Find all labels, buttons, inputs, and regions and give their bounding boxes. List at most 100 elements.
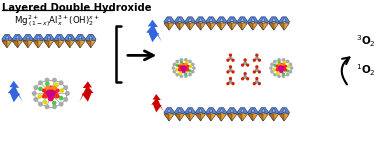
- Circle shape: [244, 59, 246, 61]
- Polygon shape: [199, 17, 203, 21]
- Polygon shape: [164, 114, 174, 121]
- Polygon shape: [279, 23, 290, 30]
- Circle shape: [276, 69, 278, 71]
- Circle shape: [227, 83, 229, 85]
- Circle shape: [229, 54, 231, 56]
- Polygon shape: [175, 114, 180, 121]
- Circle shape: [290, 63, 292, 65]
- Polygon shape: [227, 108, 237, 114]
- Circle shape: [179, 68, 182, 71]
- Circle shape: [190, 65, 192, 67]
- Polygon shape: [65, 41, 75, 48]
- Polygon shape: [164, 108, 175, 114]
- Circle shape: [43, 89, 45, 92]
- Circle shape: [180, 75, 183, 77]
- Polygon shape: [279, 114, 284, 121]
- Polygon shape: [227, 114, 237, 121]
- Polygon shape: [279, 108, 290, 114]
- Polygon shape: [282, 108, 286, 112]
- Circle shape: [172, 67, 174, 69]
- Polygon shape: [216, 17, 227, 23]
- Circle shape: [229, 66, 231, 68]
- Polygon shape: [75, 41, 80, 48]
- Polygon shape: [23, 41, 33, 48]
- Polygon shape: [220, 17, 223, 21]
- Polygon shape: [195, 23, 206, 30]
- Circle shape: [276, 65, 278, 67]
- Circle shape: [282, 75, 285, 77]
- Polygon shape: [279, 17, 290, 23]
- Circle shape: [189, 60, 191, 62]
- Circle shape: [45, 78, 49, 82]
- Circle shape: [285, 69, 287, 71]
- Polygon shape: [258, 23, 268, 30]
- Polygon shape: [164, 23, 169, 30]
- Circle shape: [280, 64, 283, 66]
- Polygon shape: [174, 108, 185, 114]
- Circle shape: [256, 57, 258, 60]
- Polygon shape: [85, 34, 96, 41]
- Circle shape: [271, 71, 273, 73]
- Circle shape: [64, 86, 68, 89]
- Polygon shape: [54, 34, 65, 41]
- Polygon shape: [54, 41, 59, 48]
- Circle shape: [227, 59, 229, 61]
- Text: Layered Double Hydroxide: Layered Double Hydroxide: [2, 3, 152, 13]
- Polygon shape: [216, 114, 222, 121]
- Polygon shape: [188, 17, 192, 21]
- Polygon shape: [86, 41, 96, 48]
- Circle shape: [259, 71, 260, 73]
- Circle shape: [39, 81, 42, 84]
- Polygon shape: [185, 17, 195, 23]
- Polygon shape: [75, 41, 85, 48]
- Polygon shape: [23, 34, 33, 41]
- Polygon shape: [269, 114, 274, 121]
- Polygon shape: [240, 17, 244, 21]
- Circle shape: [232, 83, 234, 85]
- Polygon shape: [268, 108, 279, 114]
- Circle shape: [51, 86, 56, 91]
- Polygon shape: [33, 41, 43, 48]
- Polygon shape: [175, 23, 185, 30]
- Polygon shape: [12, 41, 23, 48]
- Circle shape: [277, 73, 279, 75]
- Polygon shape: [167, 108, 171, 112]
- Polygon shape: [279, 23, 284, 30]
- Circle shape: [282, 64, 285, 66]
- Circle shape: [45, 86, 50, 91]
- Polygon shape: [79, 81, 93, 102]
- Polygon shape: [258, 17, 269, 23]
- Circle shape: [182, 64, 185, 66]
- Circle shape: [229, 81, 232, 83]
- Polygon shape: [258, 114, 268, 121]
- Circle shape: [282, 65, 285, 68]
- Circle shape: [193, 67, 195, 69]
- Polygon shape: [248, 108, 258, 114]
- Circle shape: [279, 66, 282, 69]
- Circle shape: [178, 69, 180, 71]
- Polygon shape: [175, 23, 180, 30]
- Circle shape: [185, 75, 187, 77]
- Polygon shape: [272, 108, 276, 112]
- Circle shape: [186, 62, 188, 64]
- Circle shape: [176, 74, 178, 76]
- Circle shape: [280, 68, 283, 71]
- Circle shape: [229, 57, 232, 60]
- Circle shape: [287, 70, 289, 72]
- Polygon shape: [167, 17, 171, 21]
- Polygon shape: [33, 34, 44, 41]
- Circle shape: [48, 96, 53, 101]
- Circle shape: [282, 59, 285, 61]
- Circle shape: [232, 59, 234, 61]
- Polygon shape: [279, 114, 290, 121]
- Polygon shape: [65, 41, 70, 48]
- Circle shape: [50, 90, 55, 96]
- Polygon shape: [248, 17, 258, 23]
- Polygon shape: [178, 17, 181, 21]
- Circle shape: [48, 86, 53, 91]
- Polygon shape: [47, 35, 51, 39]
- Circle shape: [183, 66, 186, 69]
- Polygon shape: [262, 108, 265, 112]
- Polygon shape: [185, 114, 190, 121]
- Polygon shape: [26, 35, 30, 39]
